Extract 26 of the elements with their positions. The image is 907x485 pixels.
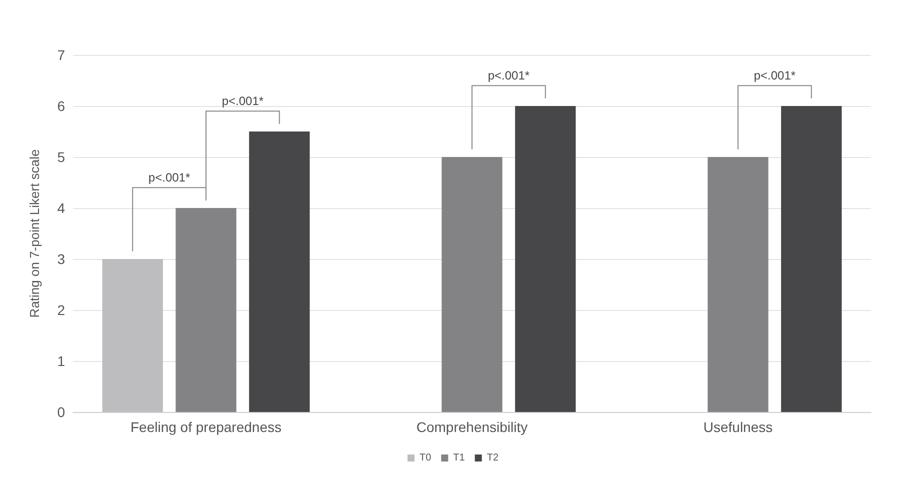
- legend-label: T2: [486, 452, 499, 464]
- y-tick-label: 0: [57, 404, 66, 420]
- bar: [781, 106, 842, 412]
- annotation: p<.001*: [222, 94, 264, 108]
- bar: [708, 157, 768, 412]
- y-tick-label: 2: [57, 302, 66, 318]
- annotation: p<.001*: [754, 68, 796, 83]
- y-axis-title: Rating on 7-point Likert scale: [27, 149, 42, 318]
- legend-label: T0: [419, 452, 432, 464]
- bar: [102, 259, 163, 412]
- y-tick-label: 7: [57, 47, 66, 63]
- annotation: p<.001*: [148, 170, 190, 185]
- x-tick-label: Usefulness: [703, 419, 773, 435]
- bar: [249, 132, 310, 412]
- y-tick-label: 1: [57, 353, 66, 369]
- bar: [176, 208, 236, 412]
- y-tick-label: 5: [57, 149, 66, 165]
- x-tick-label: Feeling of preparedness: [130, 419, 282, 435]
- bar: [515, 106, 576, 412]
- legend-label: T1: [453, 452, 466, 464]
- y-tick-label: 6: [57, 98, 66, 114]
- y-tick-label: 4: [57, 200, 66, 216]
- x-tick-label: Comprehensibility: [416, 419, 528, 435]
- y-tick-label: 3: [57, 251, 66, 267]
- annotation: p<.001*: [488, 68, 530, 83]
- bar: [442, 157, 502, 412]
